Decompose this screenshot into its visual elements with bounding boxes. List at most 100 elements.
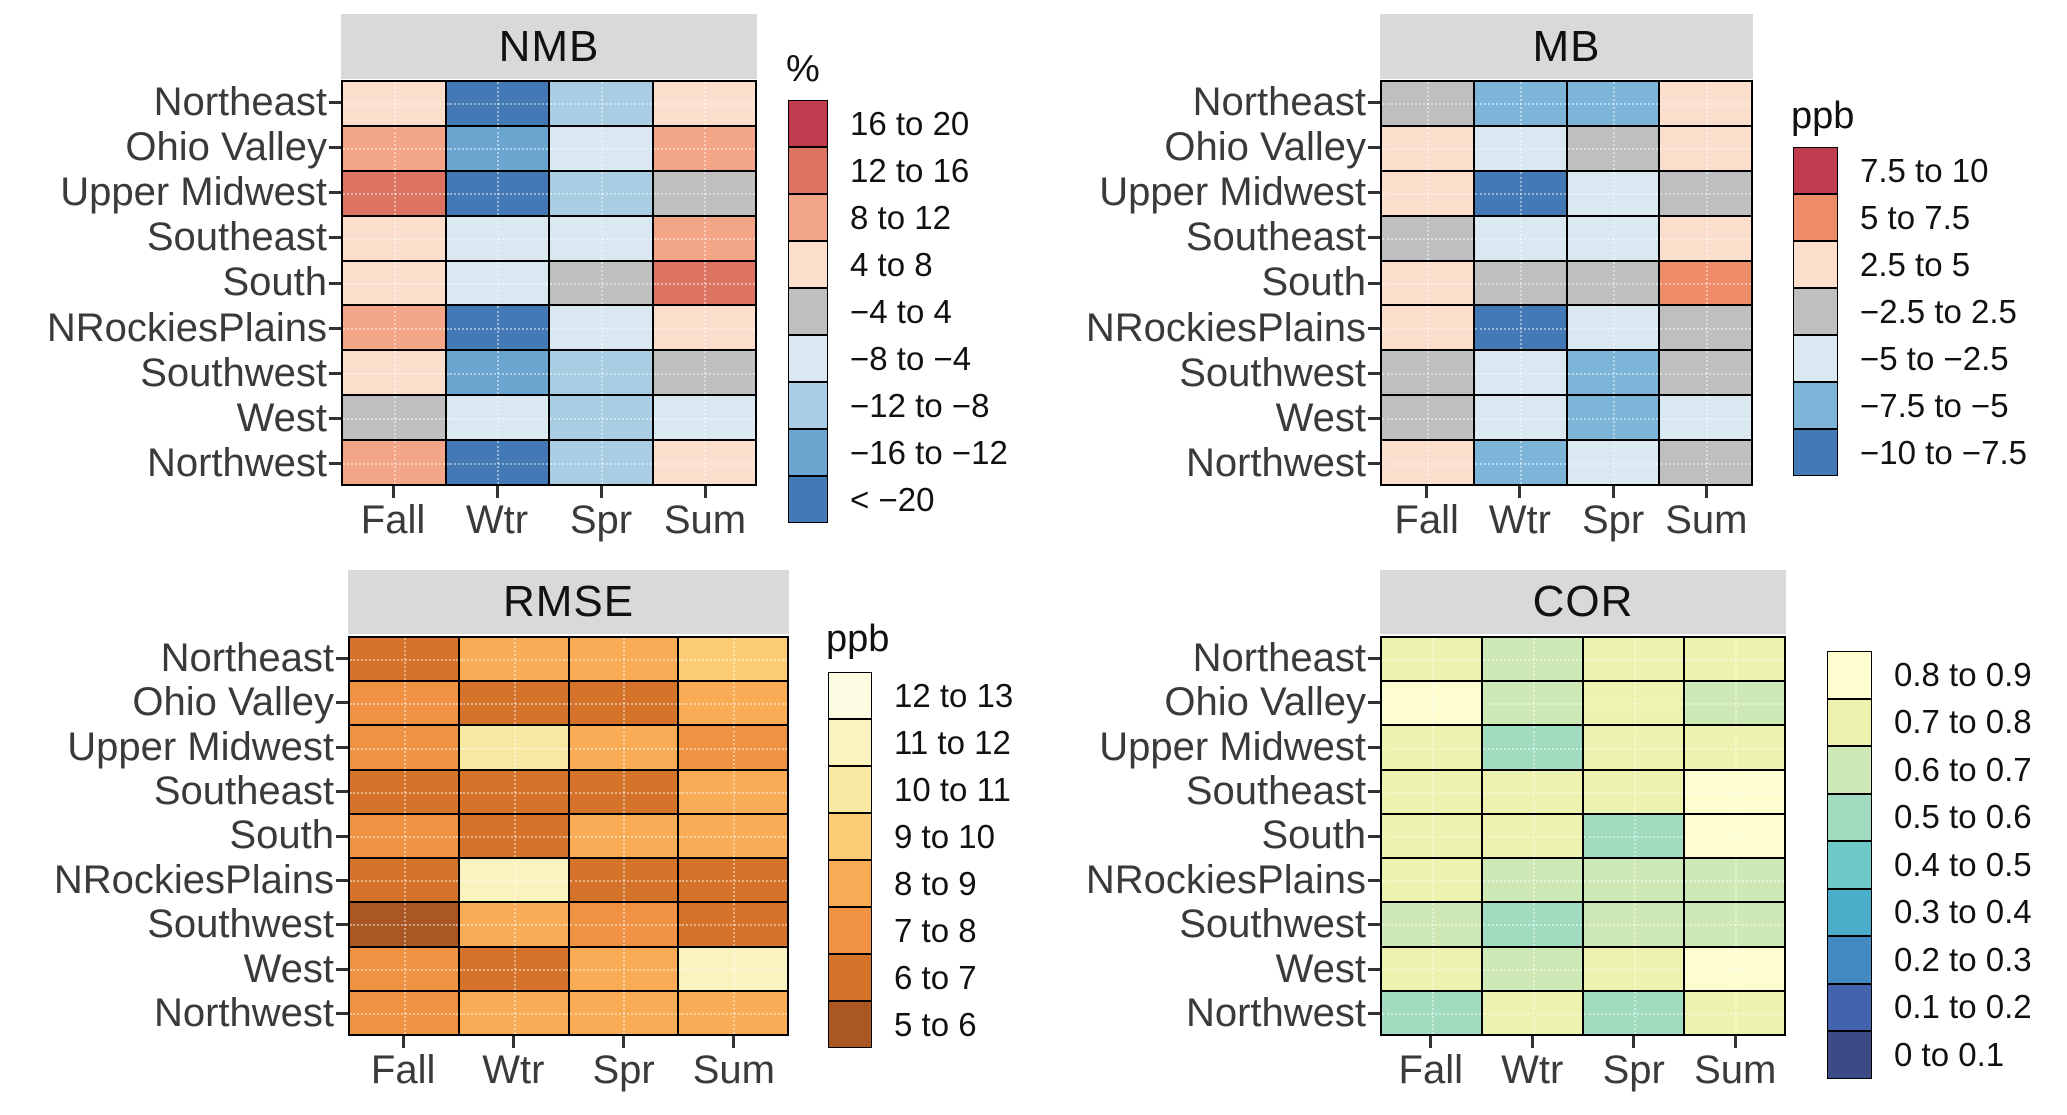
row-label: Ohio Valley bbox=[125, 125, 327, 170]
heatmap-cell bbox=[1659, 395, 1752, 441]
legend-label: −10 to −7.5 bbox=[1860, 433, 2027, 471]
heatmap-cell bbox=[1659, 170, 1752, 216]
heatmap-cell bbox=[445, 215, 549, 261]
axis-tick bbox=[336, 1012, 348, 1016]
legend-label: −5 to −2.5 bbox=[1860, 339, 2009, 377]
heatmap-cell bbox=[445, 170, 549, 216]
heatmap-cell bbox=[1381, 990, 1482, 1035]
axis-tick bbox=[1368, 745, 1380, 749]
axis-tick bbox=[1704, 486, 1708, 498]
axis-tick bbox=[1368, 281, 1380, 285]
legend-label: 0.5 to 0.6 bbox=[1894, 798, 2032, 836]
heatmap-cell bbox=[458, 725, 569, 770]
heatmap-cell bbox=[568, 946, 679, 991]
heatmap-cell bbox=[1381, 946, 1482, 991]
axis-tick bbox=[329, 371, 341, 375]
axis-tick bbox=[511, 1036, 515, 1048]
heatmap-cell bbox=[349, 902, 459, 947]
col-label: Fall bbox=[360, 498, 426, 542]
heatmap-cell bbox=[549, 215, 653, 261]
heatmap-cell bbox=[445, 395, 549, 441]
row-label: West bbox=[236, 395, 327, 440]
heatmap-cell bbox=[1566, 305, 1660, 351]
heatmap-cell bbox=[678, 946, 788, 991]
legend-swatch bbox=[788, 476, 828, 523]
heatmap-cell bbox=[652, 440, 756, 485]
heatmap-cell bbox=[349, 725, 459, 770]
heatmap-grid bbox=[341, 80, 757, 486]
legend-label: 0.7 to 0.8 bbox=[1894, 703, 2032, 741]
heatmap-cell bbox=[1583, 769, 1684, 814]
legend-swatch bbox=[788, 429, 828, 476]
row-label: West bbox=[1275, 395, 1366, 440]
legend-swatch bbox=[788, 288, 828, 335]
legend-swatch bbox=[1827, 1031, 1872, 1079]
legend-swatch bbox=[788, 147, 828, 194]
axis-tick bbox=[1368, 1012, 1380, 1016]
heatmap-cell bbox=[1659, 305, 1752, 351]
axis-tick bbox=[1733, 1036, 1737, 1048]
heatmap-grid bbox=[1380, 636, 1786, 1036]
axis-tick bbox=[1368, 326, 1380, 330]
heatmap-cell bbox=[1381, 858, 1482, 903]
legend-swatch bbox=[1793, 194, 1838, 241]
heatmap-cell bbox=[445, 260, 549, 306]
heatmap-cell bbox=[652, 305, 756, 351]
legend-swatch bbox=[1827, 936, 1872, 984]
row-label: Northwest bbox=[1185, 991, 1366, 1036]
legend-swatch bbox=[788, 194, 828, 241]
row-label: NRockiesPlains bbox=[1085, 305, 1366, 350]
heatmap-cell bbox=[1684, 681, 1785, 726]
axis-tick bbox=[336, 701, 348, 705]
legend-swatch bbox=[828, 907, 872, 954]
legend-title: % bbox=[786, 48, 820, 90]
legend-label: 7.5 to 10 bbox=[1860, 151, 1989, 189]
heatmap-cell bbox=[549, 170, 653, 216]
legend-label: −12 to −8 bbox=[850, 386, 990, 424]
axis-tick bbox=[1632, 1036, 1636, 1048]
axis-tick bbox=[1368, 461, 1380, 465]
heatmap-cell bbox=[349, 769, 459, 814]
axis-tick bbox=[1368, 834, 1380, 838]
heatmap-cell bbox=[549, 395, 653, 441]
panel-title-strip: NMB bbox=[341, 14, 757, 79]
axis-tick bbox=[1518, 486, 1522, 498]
axis-tick bbox=[622, 1036, 626, 1048]
heatmap-cell bbox=[1583, 637, 1684, 682]
axis-tick bbox=[336, 923, 348, 927]
axis-tick bbox=[336, 745, 348, 749]
col-label: Sum bbox=[692, 1048, 775, 1092]
heatmap-cell bbox=[652, 215, 756, 261]
heatmap-cell bbox=[1381, 725, 1482, 770]
heatmap-cell bbox=[1659, 350, 1752, 396]
row-label: Southwest bbox=[1179, 350, 1366, 395]
heatmap-cell bbox=[1583, 858, 1684, 903]
legend-label: 0.8 to 0.9 bbox=[1894, 655, 2032, 693]
legend-swatch bbox=[1827, 746, 1872, 794]
heatmap-cell bbox=[652, 395, 756, 441]
legend-label: 10 to 11 bbox=[894, 770, 1011, 808]
heatmap-cell bbox=[1381, 81, 1474, 126]
legend-label: < −20 bbox=[850, 480, 935, 518]
axis-tick bbox=[1368, 701, 1380, 705]
heatmap-cell bbox=[1381, 769, 1482, 814]
col-label: Spr bbox=[1602, 1048, 1665, 1092]
heatmap-cell bbox=[1659, 125, 1752, 171]
heatmap-cell bbox=[342, 260, 446, 306]
row-label: Northwest bbox=[1185, 440, 1366, 485]
legend-label: 8 to 9 bbox=[894, 864, 977, 902]
heatmap-cell bbox=[678, 990, 788, 1035]
legend-label: 0.6 to 0.7 bbox=[1894, 750, 2032, 788]
heatmap-cell bbox=[1381, 440, 1474, 485]
row-label: Southeast bbox=[1185, 215, 1366, 260]
legend-swatch bbox=[1827, 983, 1872, 1031]
panel-title: RMSE bbox=[502, 577, 635, 626]
heatmap-cell bbox=[1482, 946, 1583, 991]
axis-tick bbox=[336, 878, 348, 882]
heatmap-cell bbox=[342, 440, 446, 485]
legend-swatch bbox=[828, 860, 872, 907]
legend-label: 5 to 7.5 bbox=[1860, 198, 1971, 236]
heatmap-cell bbox=[1566, 215, 1660, 261]
heatmap-cell bbox=[445, 350, 549, 396]
legend-swatch bbox=[788, 335, 828, 382]
